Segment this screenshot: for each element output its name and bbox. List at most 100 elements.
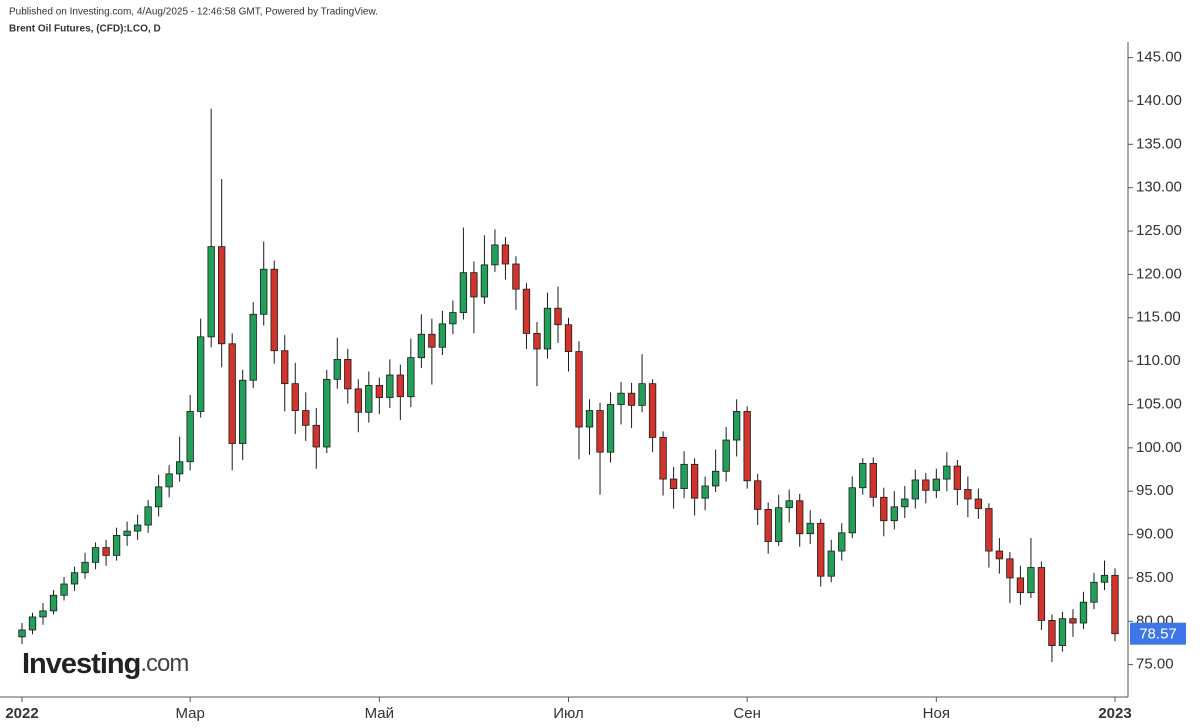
candle-body <box>1016 577 1025 594</box>
candle-body <box>501 244 510 265</box>
candle-body <box>890 506 898 522</box>
candle-body <box>585 410 594 428</box>
candle-body <box>112 535 121 556</box>
candle-body <box>102 547 110 556</box>
y-tick-label: 120.00 <box>1136 265 1182 282</box>
candle-body <box>985 508 993 552</box>
candle-body <box>60 583 68 596</box>
candle-body <box>754 480 762 510</box>
candle-body <box>932 478 940 491</box>
y-tick-label: 115.00 <box>1136 309 1181 326</box>
y-tick-label: 100.00 <box>1136 439 1182 456</box>
candle-body <box>554 307 562 326</box>
candle-body <box>407 357 415 398</box>
candle-body <box>1111 574 1119 635</box>
candle-body <box>806 522 814 535</box>
candle-body <box>543 307 552 350</box>
y-tick-label: 75.00 <box>1136 656 1174 673</box>
candle-body <box>1079 601 1088 624</box>
x-tick-label: 2022 <box>5 705 38 722</box>
candle-body <box>123 530 131 536</box>
candle-body <box>722 439 730 472</box>
candle-body <box>964 489 972 500</box>
candle-body <box>575 351 583 428</box>
y-tick-label: 125.00 <box>1136 222 1182 239</box>
candle-body <box>270 268 278 352</box>
candle-body <box>533 332 541 350</box>
candle-body <box>995 550 1004 560</box>
candle-body <box>365 385 373 413</box>
candle-body <box>869 463 877 498</box>
instrument-title: Brent Oil Futures, (CFD):LCO, D <box>9 24 161 35</box>
candle-body <box>133 524 142 532</box>
candle-body <box>711 470 720 487</box>
candle-body <box>1048 620 1056 646</box>
candle-body <box>70 572 79 585</box>
y-tick-label: 110.00 <box>1136 352 1181 369</box>
candle-body <box>953 465 962 490</box>
candle-body <box>1027 567 1035 594</box>
candle-body <box>596 410 604 453</box>
candle-body <box>827 550 835 577</box>
candle-body <box>606 404 615 453</box>
candle-body <box>354 388 362 413</box>
candle-body <box>81 561 89 574</box>
y-tick-label: 130.00 <box>1136 179 1182 196</box>
candle-body <box>302 410 310 426</box>
candle-body <box>239 379 247 444</box>
candle-body <box>1037 567 1046 621</box>
candle-body <box>512 263 520 290</box>
last-price-label: 78.57 <box>1139 626 1177 643</box>
x-tick-label: Июл <box>553 705 583 722</box>
candle-body <box>880 496 888 522</box>
candle-body <box>396 374 405 398</box>
candle-body <box>648 383 657 438</box>
candle-body <box>1058 618 1067 646</box>
candle-body <box>848 487 856 534</box>
candle-body <box>627 392 636 406</box>
candle-body <box>249 313 257 381</box>
candle-body <box>943 465 951 480</box>
candle-body <box>491 244 499 266</box>
candle-body <box>669 478 678 490</box>
y-tick-label: 85.00 <box>1136 569 1174 586</box>
candle-body <box>732 411 741 441</box>
candle-body <box>375 385 383 398</box>
candle-body <box>459 272 468 313</box>
candle-body <box>1006 558 1014 579</box>
candle-body <box>522 288 531 334</box>
candle-body <box>291 383 299 411</box>
candle-body <box>911 479 919 500</box>
candle-body <box>764 509 772 542</box>
candle-body <box>207 246 215 338</box>
candle-body <box>91 547 100 563</box>
candle-body <box>144 506 152 526</box>
published-note: Published on Investing.com, 4/Aug/2025 -… <box>9 7 378 18</box>
candle-body <box>743 411 751 482</box>
last-price-box <box>1130 622 1186 645</box>
x-tick-label: Ноя <box>923 705 950 722</box>
y-tick-label: 145.00 <box>1136 49 1182 66</box>
y-tick-label: 90.00 <box>1136 526 1174 543</box>
candle-body <box>1090 581 1098 603</box>
candle-body <box>154 486 163 508</box>
x-tick-label: 2023 <box>1098 705 1131 722</box>
candle-body <box>18 629 26 638</box>
candle-body <box>638 383 646 406</box>
candle-body <box>680 463 688 490</box>
y-tick-label: 140.00 <box>1136 92 1182 109</box>
candle-body <box>775 507 783 542</box>
logo-suffix: .com <box>140 650 188 677</box>
candle-body <box>470 272 478 298</box>
candle-body <box>344 358 352 390</box>
x-tick-label: Сен <box>733 705 760 722</box>
candle-body <box>449 312 457 325</box>
candle-body <box>260 268 268 315</box>
candle-body <box>312 424 320 448</box>
candle-body <box>796 500 804 535</box>
candle-body <box>281 350 289 385</box>
candle-body <box>228 343 236 444</box>
candle-body <box>186 411 194 463</box>
candle-body <box>39 610 47 618</box>
